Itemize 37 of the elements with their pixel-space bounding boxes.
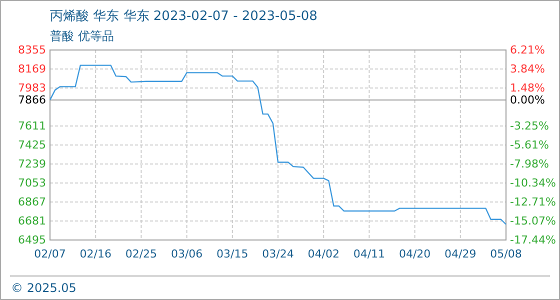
y2-tick-label: -5.61% [510, 138, 549, 152]
y-tick-label: 8169 [18, 62, 46, 76]
x-tick-label: 04/11 [353, 247, 386, 260]
y2-tick-label: 1.48% [510, 82, 545, 95]
y-tick-label: 7239 [18, 158, 46, 171]
y-tick-label: 7053 [18, 176, 46, 190]
chart-title: 丙烯酸 华东 华东 2023-02-07 - 2023-05-08 [50, 9, 318, 24]
y2-tick-label: 6.21% [510, 44, 545, 57]
chart-subtitle: 普酸 优等品 [50, 29, 114, 43]
y-tick-label: 6495 [18, 234, 46, 247]
y-tick-label: 7866 [18, 93, 46, 106]
x-tick-label: 04/20 [398, 247, 431, 260]
x-tick-label: 03/15 [216, 247, 248, 260]
y-tick-label: 8355 [18, 44, 46, 57]
line-series [49, 64, 507, 225]
y-tick-label: 7983 [18, 82, 46, 95]
y-tick-label: 6681 [18, 214, 46, 228]
y2-tick-label: -12.71% [510, 196, 556, 209]
x-tick-label: 04/29 [444, 247, 476, 260]
x-tick-label: 02/07 [34, 247, 66, 260]
x-tick-label: 02/16 [80, 247, 112, 260]
y2-tick-label: -10.34% [510, 176, 556, 190]
y-tick-label: 7425 [18, 138, 46, 152]
y-tick-label: 6867 [18, 196, 46, 209]
y-tick-label: 7611 [18, 120, 46, 133]
x-tick-label: 05/08 [490, 247, 522, 260]
x-tick-label: 04/02 [308, 247, 340, 260]
x-tick-label: 03/24 [262, 247, 294, 260]
y2-tick-label: 0.00% [510, 93, 545, 106]
x-tick-label: 02/25 [125, 247, 158, 260]
text: © 2025.05 [11, 281, 76, 295]
x-tick-label: 03/06 [170, 247, 203, 260]
y2-tick-label: -17.44% [510, 234, 556, 247]
y2-tick-label: 3.84% [510, 62, 545, 76]
y2-tick-label: -15.07% [510, 214, 556, 228]
y2-tick-label: -7.98% [510, 158, 549, 171]
y2-tick-label: -3.25% [510, 120, 549, 133]
